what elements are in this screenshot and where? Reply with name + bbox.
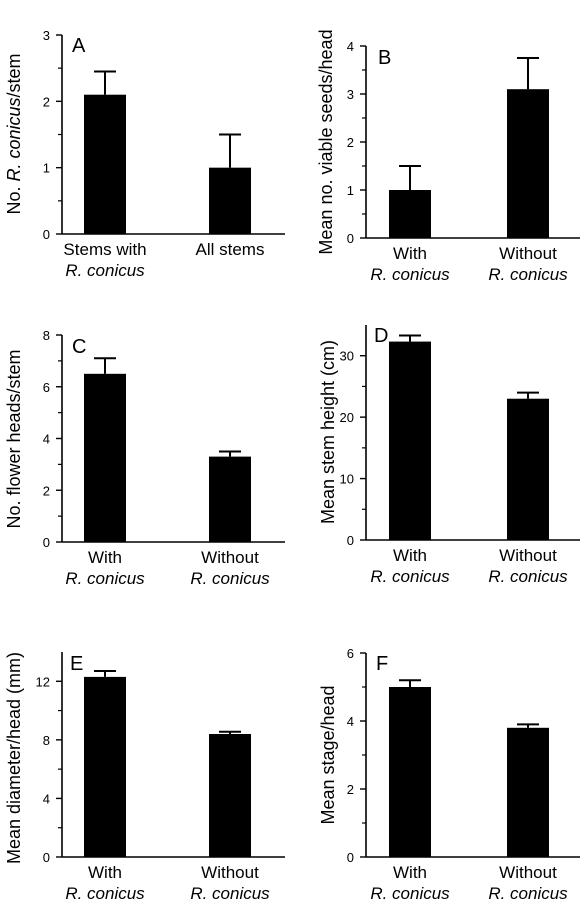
x-category-label: Without: [201, 863, 259, 882]
y-tick-label: 8: [43, 328, 50, 343]
y-tick-label: 10: [340, 472, 354, 487]
x-category-label: R. conicus: [488, 265, 568, 284]
x-category-label: R. conicus: [65, 884, 145, 903]
y-tick-label: 2: [347, 135, 354, 150]
y-tick-label: 4: [43, 432, 50, 447]
y-tick-label: 0: [347, 533, 354, 548]
x-category-label: R. conicus: [370, 567, 450, 586]
y-tick-label: 2: [43, 94, 50, 109]
y-tick-label: 1: [43, 161, 50, 176]
bar: [389, 341, 431, 540]
x-category-label: R. conicus: [190, 884, 270, 903]
bar: [389, 190, 431, 238]
bar: [209, 456, 251, 542]
panel-f: 0 2 4 6 With R. conicus Without R. conicus F Mean…: [318, 646, 580, 903]
panel-letter: C: [72, 336, 86, 358]
x-category-label: R. conicus: [488, 567, 568, 586]
bar: [84, 94, 126, 234]
panel-a: 0 1 2 3 Stems with R. conicus All stems A No. R.…: [4, 28, 285, 280]
y-tick-label: 12: [36, 674, 50, 689]
x-category-label: Stems with: [63, 240, 146, 259]
y-axis-label: No. R. conicus/stem: [4, 53, 24, 214]
panel-d: 0 10 20 30 With R. conicus Without R. conicus D M…: [318, 325, 580, 586]
panel-letter: E: [70, 653, 83, 675]
y-axis-label: Mean stem height (cm): [318, 340, 338, 524]
bar: [507, 727, 549, 857]
y-axis-label: Mean stage/head: [318, 685, 338, 824]
bar: [507, 89, 549, 238]
bar: [84, 676, 126, 857]
y-tick-label: 20: [340, 410, 354, 425]
panel-letter: F: [376, 653, 388, 675]
x-category-label: R. conicus: [370, 265, 450, 284]
x-category-label: R. conicus: [65, 569, 145, 588]
y-tick-label: 0: [43, 850, 50, 865]
y-tick-label: 6: [43, 380, 50, 395]
panel-letter: A: [72, 35, 86, 57]
y-tick-label: 6: [347, 646, 354, 661]
y-tick-label: 0: [347, 231, 354, 246]
x-category-label: With: [88, 863, 122, 882]
y-tick-label: 3: [43, 28, 50, 43]
y-tick-label: 8: [43, 733, 50, 748]
panel-letter: B: [378, 47, 391, 69]
y-tick-label: 0: [43, 535, 50, 550]
panel-letter: D: [374, 325, 388, 347]
x-category-label: Without: [499, 863, 557, 882]
x-category-label: With: [393, 546, 427, 565]
x-category-label: With: [88, 548, 122, 567]
x-category-label: R. conicus: [190, 569, 270, 588]
x-category-label: R. conicus: [488, 884, 568, 903]
y-tick-label: 0: [347, 850, 354, 865]
x-category-label: All stems: [196, 240, 265, 259]
x-category-label: Without: [499, 546, 557, 565]
y-tick-label: 0: [43, 227, 50, 242]
bar: [84, 373, 126, 542]
y-axis-label: No. flower heads/stem: [4, 349, 24, 528]
y-axis-label: Mean no. viable seeds/head: [316, 29, 336, 254]
x-category-label: R. conicus: [370, 884, 450, 903]
y-tick-label: 4: [347, 714, 354, 729]
y-tick-label: 30: [340, 349, 354, 364]
y-tick-label: 4: [347, 39, 354, 54]
x-category-label: With: [393, 244, 427, 263]
bar: [507, 398, 549, 540]
x-category-label: Without: [499, 244, 557, 263]
panel-b: 0 1 2 3 4 With R. conicus Without R. conicus B Mea…: [316, 29, 580, 284]
x-category-label: With: [393, 863, 427, 882]
x-category-label: Without: [201, 548, 259, 567]
y-axis-label: Mean diameter/head (mm): [4, 652, 24, 864]
y-tick-label: 3: [347, 87, 354, 102]
bar: [209, 734, 251, 857]
bar: [389, 687, 431, 857]
panel-c: 0 2 4 6 8 With R. conicus Without R. conicus C No.…: [4, 328, 285, 588]
y-tick-label: 2: [347, 782, 354, 797]
y-tick-label: 1: [347, 183, 354, 198]
bar: [209, 167, 251, 234]
x-category-label: R. conicus: [65, 261, 145, 280]
y-tick-label: 4: [43, 791, 50, 806]
y-tick-label: 2: [43, 483, 50, 498]
panel-e: 0 4 8 12 With R. conicus Without R. conicus E Mea…: [4, 652, 285, 903]
